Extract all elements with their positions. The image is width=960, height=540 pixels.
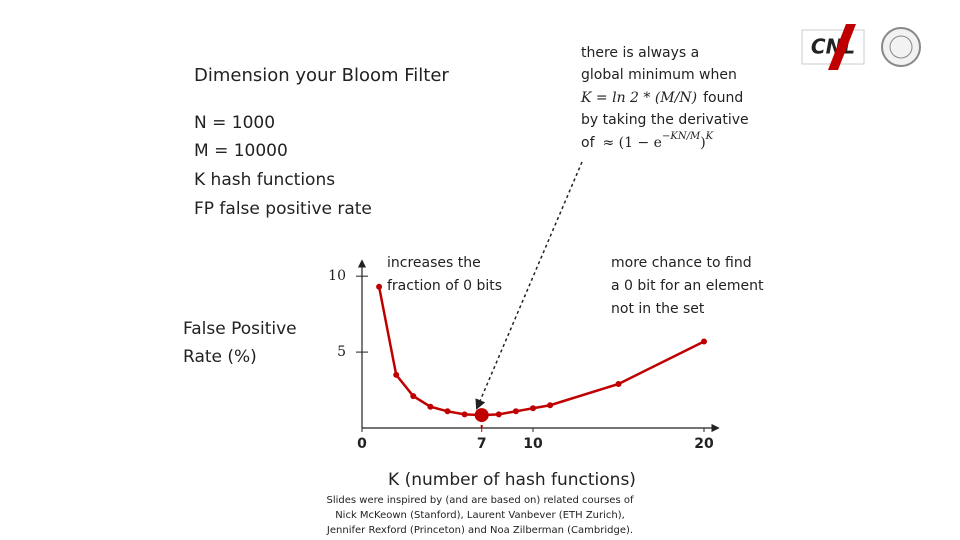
note-formula: K = ln 2 * (M/N) found xyxy=(580,90,743,106)
x-tick-label: 10 xyxy=(523,436,543,452)
y-tick-label: 5 xyxy=(337,344,346,360)
annotation: a 0 bit for an element xyxy=(611,278,764,294)
note: global minimum when xyxy=(581,67,737,83)
data-point xyxy=(512,408,519,415)
y-axis-label: Rate (%) xyxy=(183,347,257,367)
data-point xyxy=(410,393,417,400)
param: K hash functions xyxy=(194,170,335,190)
pointer-arrow xyxy=(475,161,583,410)
chart: 5 10 0 7 10 20 False Positive Rate (%) K (number… xyxy=(183,255,764,490)
note: by taking the derivative xyxy=(581,112,749,128)
data-point xyxy=(547,402,554,409)
data-point xyxy=(530,405,536,412)
annotation: not in the set xyxy=(611,301,705,317)
data-point xyxy=(495,411,502,418)
x-axis-label: K (number of hash functions) xyxy=(388,470,636,490)
footnote: Jennifer Rexford (Princeton) and Noa Zil… xyxy=(326,525,633,536)
annotation: fraction of 0 bits xyxy=(387,278,502,294)
y-axis-label: False Positive xyxy=(183,319,297,339)
x-tick-label: 7 xyxy=(477,436,487,452)
param: N = 1000 xyxy=(194,113,275,133)
x-tick-label: 0 xyxy=(357,436,367,452)
logo: CNL xyxy=(801,24,921,70)
param: FP false positive rate xyxy=(194,199,372,219)
note-formula: of ≈ (1 − e−KN/M)K xyxy=(581,131,714,152)
data-point xyxy=(393,371,400,378)
data-point xyxy=(427,403,434,410)
annotation: increases the xyxy=(387,255,481,271)
y-tick-label: 10 xyxy=(328,268,346,284)
data-point xyxy=(376,283,383,290)
data-point xyxy=(474,408,489,423)
footnote: Slides were inspired by (and are based o… xyxy=(327,495,634,506)
data-point xyxy=(461,411,468,418)
note: there is always a xyxy=(581,45,699,61)
footnote: Nick McKeown (Stanford), Laurent Vanbeve… xyxy=(335,510,625,521)
annotation: more chance to find xyxy=(611,255,752,271)
data-point xyxy=(701,338,707,345)
x-tick-label: 20 xyxy=(694,436,714,452)
data-point xyxy=(615,380,622,387)
slide-title: Dimension your Bloom Filter xyxy=(194,65,449,86)
param: M = 10000 xyxy=(194,141,288,161)
data-point xyxy=(444,408,451,415)
